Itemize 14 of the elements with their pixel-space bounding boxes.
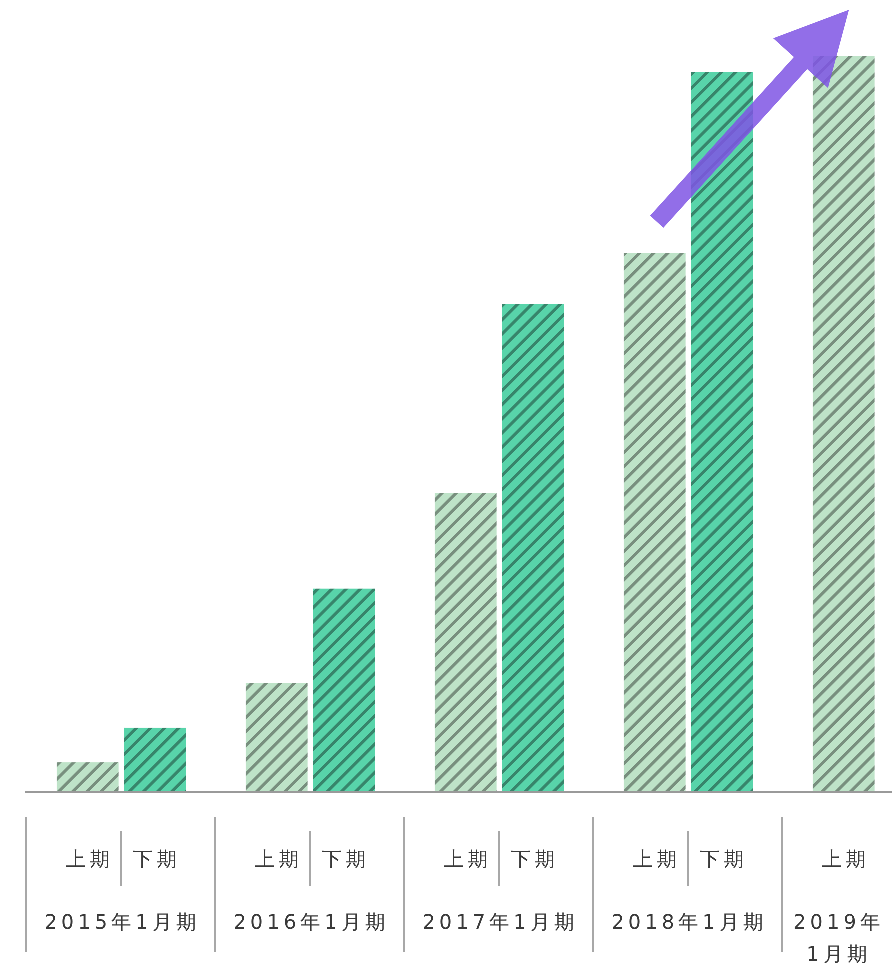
x-tick-label: 上期: [254, 847, 299, 871]
x-tick-label: 下期: [511, 847, 556, 871]
text: 2018年1月期: [612, 910, 764, 934]
text: 2019年1月期: [794, 910, 880, 966]
text: 2017年1月期: [422, 910, 574, 934]
x-tick-label: 上期: [444, 847, 488, 871]
x-tick-label: 上期: [632, 847, 677, 871]
x-tick-label: 上期: [822, 847, 866, 871]
x-tick-label: 上期: [66, 847, 110, 871]
text: 2015年1月期: [44, 910, 196, 934]
x-tick-label: 下期: [133, 847, 178, 871]
x-tick-label: 下期: [700, 847, 744, 871]
x-tick-label: 下期: [322, 847, 366, 871]
text: 2016年1月期: [234, 910, 386, 934]
